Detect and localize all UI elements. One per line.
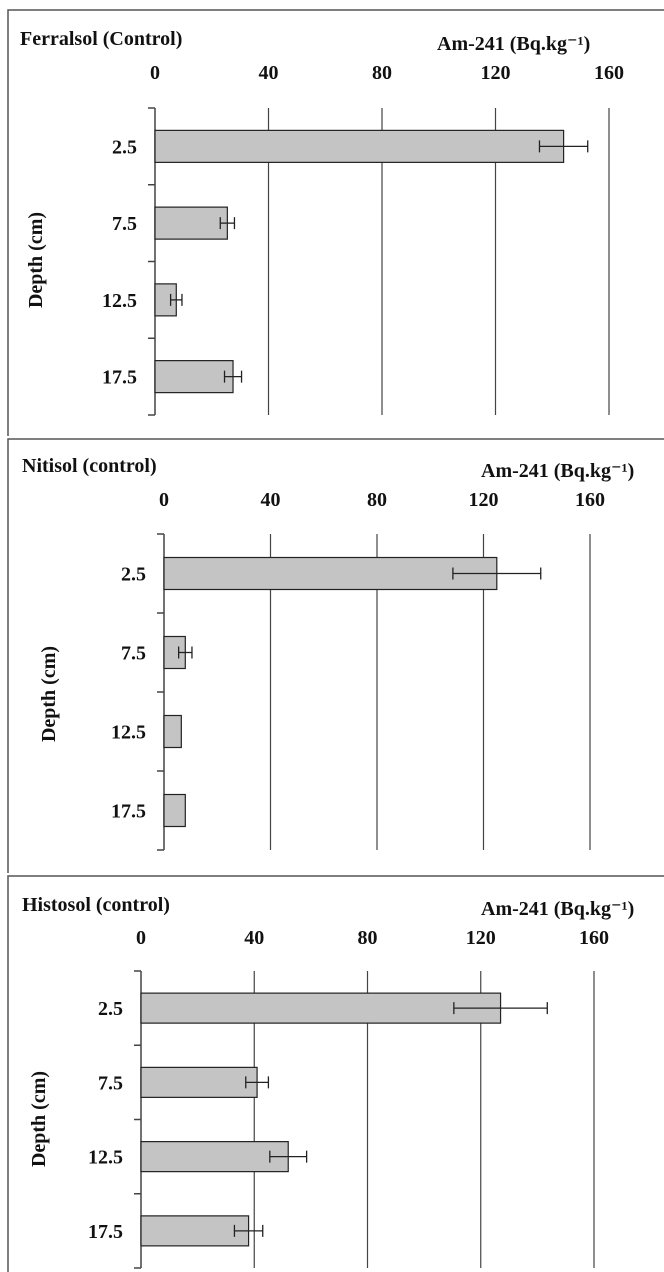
- bar: [163, 714, 182, 749]
- x-tick-label: 80: [358, 927, 378, 949]
- error-bar: [223, 370, 243, 383]
- chart-frame: [7, 875, 664, 1272]
- x-tick-label: 0: [150, 62, 160, 84]
- error-bar: [538, 140, 589, 153]
- x-axis-label: Am-241 (Bq.kg⁻¹): [437, 33, 590, 55]
- chart-panel-histosol: Histosol (control) Am-241 (Bq.kg⁻¹) 0 40 80 1…: [0, 873, 664, 1272]
- bar: [140, 1215, 250, 1247]
- error-bar: [219, 217, 236, 230]
- x-tick-label: 120: [481, 62, 511, 84]
- bar: [140, 1066, 258, 1098]
- chart-frame: [7, 438, 664, 873]
- bar: [154, 129, 565, 163]
- x-tick-label: 160: [594, 62, 624, 84]
- x-tick-label: 40: [259, 62, 279, 84]
- x-axis-label: Am-241 (Bq.kg⁻¹): [481, 898, 634, 920]
- bar: [163, 556, 498, 591]
- chart-frame: [7, 9, 664, 436]
- y-axis-label: Depth (cm): [25, 212, 47, 308]
- error-bar: [245, 1076, 270, 1089]
- error-bar: [233, 1224, 264, 1237]
- chart-svg: Nitisol (control) Am-241 (Bq.kg⁻¹) 0 40 80 12…: [7, 438, 664, 873]
- x-tick-label: 0: [159, 489, 169, 511]
- bar: [140, 1141, 289, 1173]
- chart-panel-nitisol: Nitisol (control) Am-241 (Bq.kg⁻¹) 0 40 80 12…: [0, 436, 664, 873]
- category-label: 7.5: [98, 1072, 123, 1094]
- y-axis-label: Depth (cm): [28, 1071, 50, 1167]
- category-label: 2.5: [112, 136, 137, 158]
- category-label: 17.5: [88, 1221, 123, 1243]
- chart-svg: Ferralsol (Control) Am-241 (Bq.kg⁻¹) 0 40 80…: [7, 9, 664, 436]
- bar: [154, 360, 234, 394]
- category-label: 12.5: [102, 290, 137, 312]
- category-label: 12.5: [111, 722, 146, 744]
- category-label: 17.5: [102, 367, 137, 389]
- chart-title: Ferralsol (Control): [20, 28, 182, 50]
- category-label: 2.5: [98, 998, 123, 1020]
- error-bar: [177, 646, 193, 659]
- y-axis-label: Depth (cm): [38, 646, 60, 742]
- error-bar: [169, 293, 183, 306]
- chart-title: Nitisol (control): [22, 455, 157, 477]
- x-axis-label: Am-241 (Bq.kg⁻¹): [481, 460, 634, 482]
- x-tick-label: 120: [466, 927, 496, 949]
- x-tick-label: 160: [579, 927, 609, 949]
- category-label: 12.5: [88, 1147, 123, 1169]
- x-tick-label: 80: [367, 489, 387, 511]
- x-tick-label: 80: [372, 62, 392, 84]
- category-label: 17.5: [111, 801, 146, 823]
- category-label: 2.5: [121, 564, 146, 586]
- x-tick-label: 40: [244, 927, 264, 949]
- error-bar: [452, 567, 542, 580]
- x-tick-label: 0: [136, 927, 146, 949]
- bar: [140, 992, 502, 1024]
- chart-title: Histosol (control): [22, 894, 170, 916]
- error-bar: [453, 1002, 548, 1015]
- x-tick-label: 160: [575, 489, 605, 511]
- category-label: 7.5: [121, 643, 146, 665]
- x-tick-label: 120: [469, 489, 499, 511]
- error-bar: [269, 1150, 308, 1163]
- x-tick-label: 40: [261, 489, 281, 511]
- chart-panel-ferralsol: Ferralsol (Control) Am-241 (Bq.kg⁻¹) 0 40 80…: [0, 0, 664, 436]
- category-label: 7.5: [112, 213, 137, 235]
- chart-svg: Histosol (control) Am-241 (Bq.kg⁻¹) 0 40 80 1…: [7, 875, 664, 1272]
- bar: [163, 793, 186, 828]
- bar: [154, 206, 228, 240]
